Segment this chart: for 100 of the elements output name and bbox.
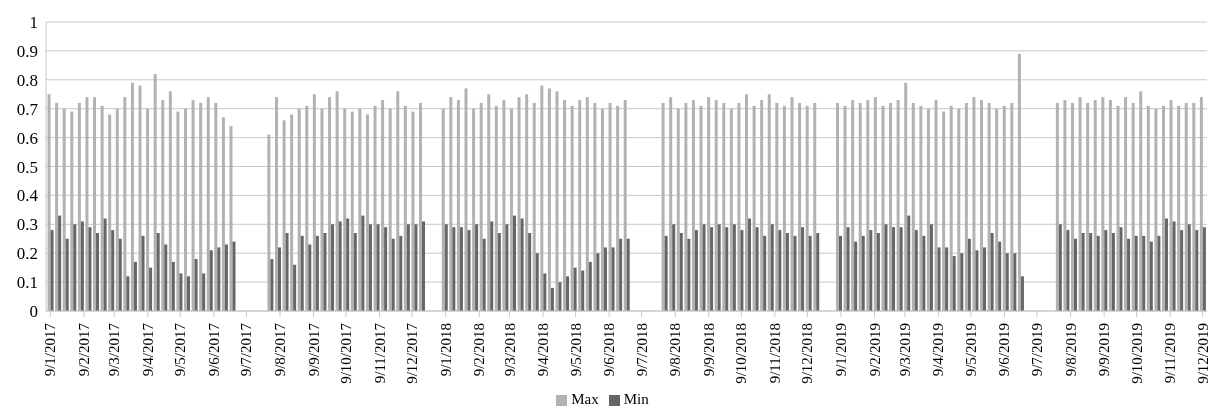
bar [964, 102, 968, 311]
bar [899, 227, 903, 311]
bar [937, 247, 941, 311]
bar [600, 108, 604, 311]
bar [1142, 235, 1146, 311]
x-tick-label: 9/12/2018 [799, 323, 816, 384]
bar [194, 258, 198, 311]
bar [338, 221, 342, 311]
bar [108, 114, 112, 311]
bar [1078, 97, 1082, 311]
bar [482, 238, 486, 311]
x-tick-label: 9/8/2018 [667, 323, 684, 377]
x-tick-label: 9/7/2018 [633, 323, 650, 377]
x-tick-label: 9/11/2018 [766, 323, 783, 384]
bar [588, 261, 592, 311]
bar [858, 102, 862, 311]
bar [1104, 230, 1108, 311]
x-tick-label: 9/4/2018 [535, 323, 552, 377]
bar [813, 102, 817, 311]
bar [752, 105, 756, 311]
bar [876, 232, 880, 311]
bar [540, 85, 544, 311]
bar [922, 235, 926, 311]
bar [707, 97, 711, 311]
bar [55, 102, 59, 311]
bar [224, 244, 228, 311]
legend-label: Max [571, 391, 599, 407]
bar [168, 91, 172, 311]
bar [80, 221, 84, 311]
bar [717, 224, 721, 311]
bar [346, 218, 350, 311]
x-tick-label: 9/11/2019 [1162, 323, 1179, 384]
bar [679, 232, 683, 311]
bar [801, 227, 805, 311]
bar [710, 227, 714, 311]
bar [1154, 108, 1158, 311]
bar [77, 102, 81, 311]
bar [547, 88, 551, 311]
bar [384, 227, 388, 311]
bar [1199, 97, 1203, 311]
bar [1066, 230, 1070, 311]
bar [199, 102, 203, 311]
bar [942, 111, 946, 311]
bar [505, 224, 509, 311]
bar [361, 215, 365, 311]
bar [884, 224, 888, 311]
bar [467, 230, 471, 311]
bar [975, 250, 979, 311]
bar [919, 105, 923, 311]
y-tick-label: 0.7 [16, 99, 39, 119]
bar [312, 94, 316, 311]
bar [1161, 105, 1165, 311]
bar [502, 100, 506, 311]
bar [782, 105, 786, 311]
bar [603, 247, 607, 311]
bar [184, 108, 187, 311]
legend-label: Min [623, 391, 649, 407]
bar [353, 232, 357, 311]
bar [702, 224, 706, 311]
bar [335, 91, 339, 311]
bar [267, 134, 271, 311]
bar [873, 97, 877, 311]
bar [391, 238, 395, 311]
bar [798, 102, 802, 311]
x-tick-label: 9/12/2017 [404, 322, 421, 384]
bar [1071, 102, 1074, 311]
x-tick-label: 9/8/2017 [271, 322, 288, 377]
bar [388, 108, 392, 311]
x-tick-label: 9/6/2018 [601, 323, 618, 377]
bar [763, 235, 767, 311]
x-tick-label: 9/4/2017 [139, 322, 156, 377]
x-tick-label: 9/5/2019 [962, 323, 979, 377]
bar [611, 247, 615, 311]
bar [748, 218, 752, 311]
bar [626, 238, 630, 311]
bar [1169, 100, 1173, 311]
bar [785, 232, 789, 311]
bar [403, 105, 407, 311]
bar [980, 100, 984, 311]
bar [1081, 232, 1085, 311]
bar [687, 238, 691, 311]
bar [960, 253, 964, 311]
bar [990, 232, 994, 311]
y-tick-label: 0.8 [16, 70, 38, 90]
bar [58, 215, 62, 311]
bar [929, 224, 933, 311]
bar [691, 100, 695, 311]
bar [934, 100, 938, 311]
bar [161, 100, 165, 311]
bar [846, 227, 850, 311]
bar [570, 105, 574, 311]
bar [472, 108, 476, 311]
bar [229, 126, 233, 311]
bar [146, 108, 150, 311]
bar [85, 97, 89, 311]
bar [96, 232, 100, 311]
bar [475, 224, 479, 311]
bar [411, 111, 415, 311]
bar [164, 244, 168, 311]
bar [123, 97, 127, 311]
